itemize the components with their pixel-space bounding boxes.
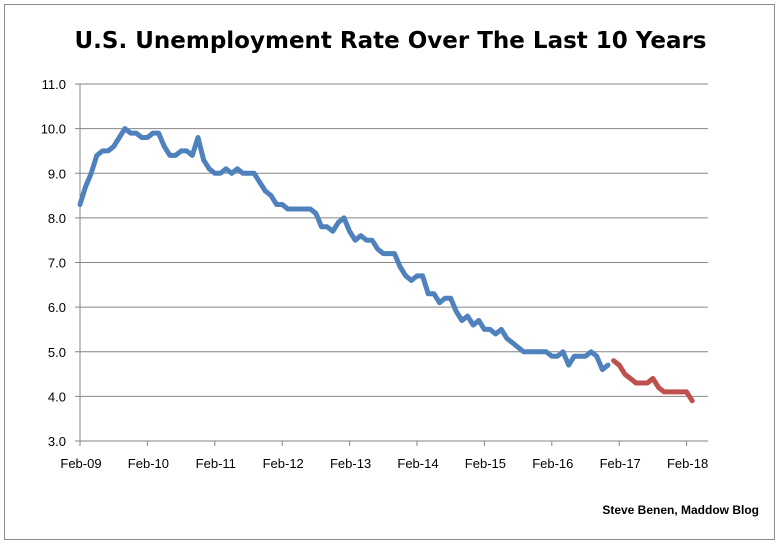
y-tick-label: 7.0 xyxy=(48,256,66,271)
x-tick-label: Feb-14 xyxy=(397,456,438,471)
x-tick-label: Feb-18 xyxy=(667,456,708,471)
chart-frame xyxy=(4,4,775,540)
x-tick-label: Feb-15 xyxy=(465,456,506,471)
y-tick-label: 4.0 xyxy=(48,389,66,404)
x-tick-label: Feb-16 xyxy=(532,456,573,471)
y-tick-label: 8.0 xyxy=(48,211,66,226)
y-tick-label: 6.0 xyxy=(48,300,66,315)
x-tick-label: Feb-17 xyxy=(600,456,641,471)
x-tick-label: Feb-12 xyxy=(263,456,304,471)
y-tick-label: 3.0 xyxy=(48,434,66,449)
x-tick-label: Feb-09 xyxy=(60,456,101,471)
x-tick-label: Feb-10 xyxy=(128,456,169,471)
chart-title: U.S. Unemployment Rate Over The Last 10 … xyxy=(74,28,707,54)
y-tick-label: 9.0 xyxy=(48,166,66,181)
series-line-1 xyxy=(77,126,611,373)
series-line-2 xyxy=(611,358,695,404)
x-tick-label: Feb-13 xyxy=(330,456,371,471)
chart-credit: Steve Benen, Maddow Blog xyxy=(602,503,759,517)
y-tick-label: 11.0 xyxy=(42,77,66,92)
x-tick-label: Feb-11 xyxy=(196,456,236,471)
y-tick-label: 5.0 xyxy=(48,345,66,360)
y-tick-label: 10.0 xyxy=(41,122,66,137)
